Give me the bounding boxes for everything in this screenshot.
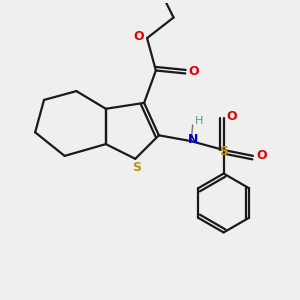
Text: N: N xyxy=(188,133,198,146)
Text: O: O xyxy=(226,110,237,123)
Text: S: S xyxy=(132,160,141,174)
Text: S: S xyxy=(219,145,228,158)
Text: H: H xyxy=(195,116,204,126)
Text: O: O xyxy=(188,65,199,79)
Text: O: O xyxy=(134,30,144,43)
Text: O: O xyxy=(256,149,267,162)
